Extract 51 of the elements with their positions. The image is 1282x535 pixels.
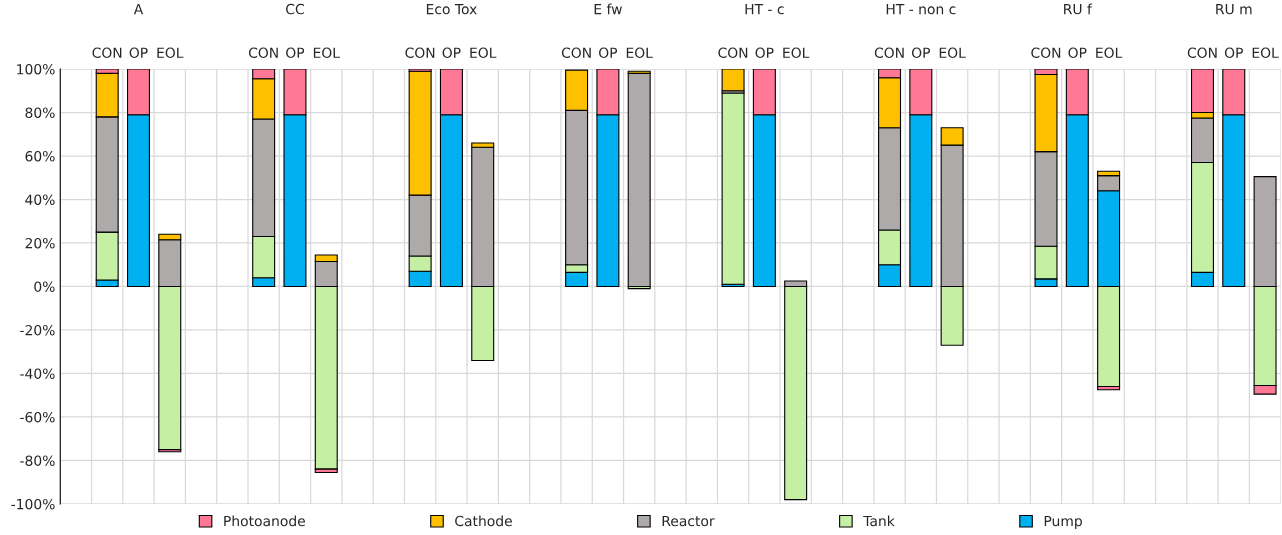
x-tick-label: CON — [874, 47, 904, 58]
y-tick-label: 0% — [34, 281, 55, 292]
x-tick-label: OP — [1068, 47, 1087, 58]
bar — [627, 72, 651, 288]
y-tick-label: -20% — [20, 324, 55, 336]
y-tick-label: -100% — [11, 498, 55, 510]
y-tick-label: -40% — [20, 368, 55, 379]
x-tick-label: OP — [755, 47, 774, 58]
y-tick-label: -60% — [20, 411, 55, 423]
x-tick-label: EOL — [313, 47, 340, 58]
x-tick-label: CON — [561, 47, 591, 58]
x-tick-label: OP — [442, 47, 461, 58]
x-tick-label: OP — [599, 47, 618, 58]
x-tick-label: CON — [1187, 47, 1217, 58]
text: Eco Tox — [426, 4, 477, 15]
text: HT - non c — [886, 4, 956, 15]
x-tick-label: EOL — [626, 47, 653, 58]
x-tick-label: OP — [129, 47, 148, 58]
x-tick-label: EOL — [1252, 47, 1279, 58]
legend-label: Tank — [863, 515, 895, 527]
text: HT - c — [745, 4, 784, 15]
x-tick-label: EOL — [470, 47, 497, 58]
x-tick-label: OP — [286, 47, 305, 58]
y-tick-label: 40% — [25, 194, 55, 205]
x-tick-label: CON — [248, 47, 278, 58]
y-tick-label: 20% — [25, 237, 55, 249]
y-tick-label: 100% — [17, 63, 55, 75]
text: RU f — [1064, 3, 1093, 15]
text: E fw — [594, 3, 622, 15]
y-tick-label: 80% — [25, 107, 55, 118]
x-tick-label: CON — [92, 47, 122, 58]
legend-label: Cathode — [455, 515, 512, 527]
text: CC — [286, 3, 304, 15]
legend-label: Reactor — [662, 515, 715, 527]
x-tick-label: CON — [1031, 47, 1061, 58]
y-tick-label: -80% — [20, 455, 55, 466]
legend-label: Pump — [1044, 515, 1082, 529]
x-tick-label: CON — [405, 47, 435, 58]
x-tick-label: EOL — [783, 47, 810, 58]
bar — [721, 69, 745, 92]
x-tick-label: EOL — [1096, 47, 1123, 58]
x-tick-label: EOL — [157, 47, 184, 58]
bar — [721, 92, 745, 285]
text: A — [133, 4, 144, 15]
x-tick-label: OP — [1224, 47, 1243, 58]
x-tick-label: CON — [718, 47, 748, 58]
x-tick-label: OP — [911, 47, 931, 58]
x-tick-label: EOL — [939, 47, 966, 58]
text: RU m — [1216, 4, 1252, 15]
y-tick-label: 60% — [25, 150, 55, 162]
legend-label: Photoanode — [224, 515, 305, 527]
